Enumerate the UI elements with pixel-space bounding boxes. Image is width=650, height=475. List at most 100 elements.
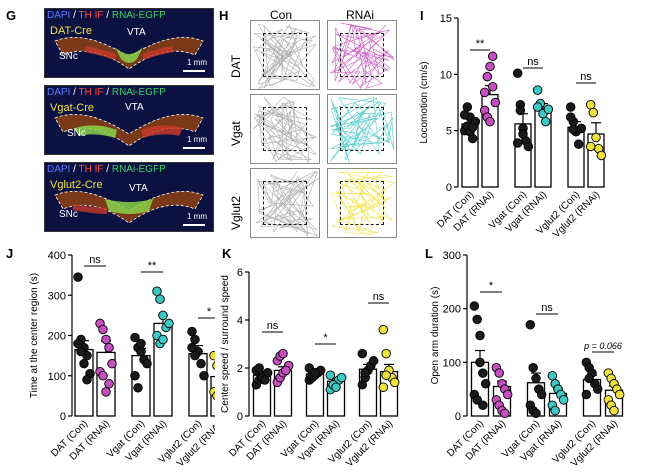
micrograph-caption: DAPI / TH IF / RNAi-EGFP: [47, 87, 166, 98]
data-point: [596, 150, 607, 161]
caption-th: TH IF: [78, 87, 104, 98]
data-point: [73, 272, 83, 282]
data-point: [190, 350, 200, 361]
data-point: [547, 370, 558, 381]
data-point: [614, 389, 625, 400]
data-point: [155, 294, 165, 305]
data-point: [540, 116, 551, 127]
arena-dat-rnai: [327, 20, 397, 90]
trajectory-trace: [253, 23, 317, 89]
column-label-con: Con: [270, 8, 293, 22]
data-point: [573, 139, 584, 149]
data-point: [130, 332, 140, 343]
caption-rnai: RNAi-EGFP: [111, 87, 166, 98]
data-point: [98, 370, 108, 381]
data-point: [592, 384, 603, 394]
data-point: [212, 361, 215, 370]
scale-label: 1 mm: [187, 135, 207, 144]
significance-label: ns: [373, 291, 385, 303]
y-tick-label: 400: [48, 250, 66, 262]
significance-label: ns: [580, 71, 592, 83]
data-point: [381, 348, 391, 359]
panel-letter-i: I: [420, 8, 424, 23]
trajectory-trace: [329, 97, 395, 163]
data-point: [209, 350, 215, 361]
center-zone-outline: [263, 33, 307, 77]
data-point: [584, 373, 594, 384]
y-tick-label: 300: [443, 250, 461, 262]
data-point: [588, 107, 599, 118]
caption-rnai: RNAi-EGFP: [111, 10, 166, 21]
data-point: [378, 324, 389, 335]
y-axis-label: Center speed / surround speed: [220, 275, 231, 413]
y-tick-label: 2: [237, 363, 243, 375]
data-point: [196, 358, 206, 369]
y-tick-label: 0: [60, 411, 66, 423]
micrograph-vgat-tissue: [54, 114, 204, 147]
significance-label: *: [489, 280, 494, 292]
data-point: [368, 356, 379, 366]
trajectory-trace: [255, 170, 319, 237]
data-point: [512, 138, 523, 148]
y-tick-label: 4: [237, 315, 243, 327]
data-point: [536, 389, 547, 400]
data-point: [472, 395, 482, 405]
data-point: [515, 105, 526, 116]
y-tick-label: 0: [446, 182, 452, 194]
arena-vgat-con: [250, 94, 320, 164]
data-point: [381, 370, 391, 380]
panel-letter-j: J: [6, 246, 14, 261]
caption-sep: /: [103, 87, 112, 98]
data-point: [79, 358, 89, 369]
y-tick-label: 100: [443, 357, 461, 369]
data-point: [485, 61, 495, 72]
y-tick-label: 200: [48, 331, 66, 343]
data-point: [523, 141, 534, 152]
data-point: [462, 102, 473, 112]
data-point: [558, 395, 569, 405]
y-tick-label: 100: [48, 371, 66, 383]
caption-dapi: DAPI: [47, 164, 71, 175]
micrograph-caption: DAPI / TH IF / RNAi-EGFP: [47, 164, 166, 175]
y-axis-label: Locomotion (cm/s): [419, 61, 430, 143]
micrograph-dat: DAPI / TH IF / RNAi-EGFP DAT-Cre VTA SNc…: [44, 8, 214, 78]
cre-label: DAT-Cre: [50, 25, 92, 37]
y-tick-label: 6: [237, 267, 243, 279]
significance-label: ns: [527, 56, 539, 68]
data-point: [512, 68, 523, 78]
data-point: [591, 132, 601, 143]
data-point: [360, 368, 370, 378]
data-point: [73, 338, 83, 349]
significance-label: **: [476, 38, 485, 50]
data-point: [378, 382, 389, 392]
data-point: [281, 365, 291, 376]
y-tick-label: 300: [48, 290, 66, 302]
data-point: [525, 320, 536, 330]
significance-label: **: [148, 260, 157, 272]
y-tick-label: 0: [455, 411, 461, 423]
micrograph-vglut2-tissue: [54, 191, 204, 224]
caption-sep: /: [103, 10, 112, 21]
caption-th: TH IF: [78, 164, 104, 175]
data-point: [133, 383, 143, 393]
data-point: [212, 391, 215, 401]
significance-label: ns: [89, 254, 101, 266]
caption-dapi: DAPI: [47, 87, 71, 98]
y-tick-label: 200: [443, 304, 461, 316]
data-point: [585, 141, 596, 152]
data-point: [531, 408, 541, 419]
scale-label: 1 mm: [187, 58, 207, 67]
data-point: [98, 324, 108, 335]
data-point: [532, 85, 543, 95]
significance-label: p = 0.066: [583, 341, 622, 351]
data-point: [187, 342, 197, 353]
y-tick-label: 0: [237, 411, 243, 423]
micrograph-dat-tissue: [54, 37, 204, 70]
caption-th: TH IF: [78, 10, 104, 21]
data-point: [550, 405, 560, 416]
data-point: [142, 358, 152, 369]
vta-label: VTA: [127, 27, 146, 38]
data-point: [565, 112, 576, 122]
data-point: [475, 330, 485, 341]
data-point: [487, 81, 498, 92]
